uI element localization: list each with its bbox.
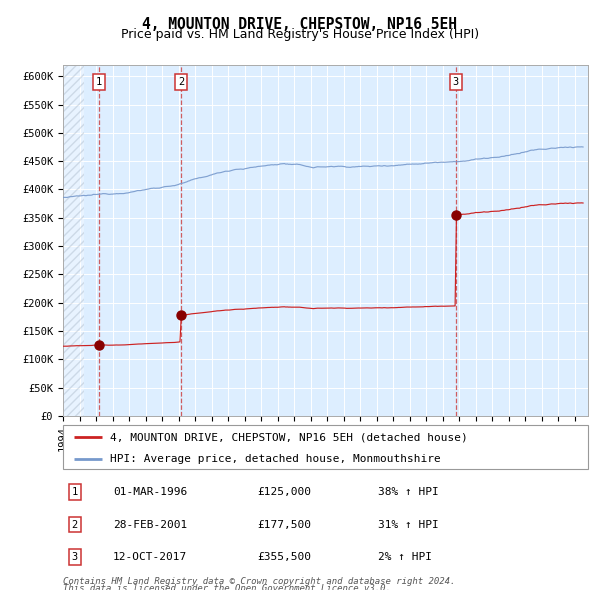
Text: 31% ↑ HPI: 31% ↑ HPI [378,520,439,529]
Text: 38% ↑ HPI: 38% ↑ HPI [378,487,439,497]
Text: 01-MAR-1996: 01-MAR-1996 [113,487,187,497]
Text: 4, MOUNTON DRIVE, CHEPSTOW, NP16 5EH (detached house): 4, MOUNTON DRIVE, CHEPSTOW, NP16 5EH (de… [110,432,468,442]
Text: 2: 2 [71,520,77,529]
Text: 2% ↑ HPI: 2% ↑ HPI [378,552,432,562]
Text: 1: 1 [71,487,77,497]
Text: £177,500: £177,500 [257,520,311,529]
Text: 2: 2 [178,77,184,87]
Text: 1: 1 [96,77,102,87]
Text: £125,000: £125,000 [257,487,311,497]
Text: 4, MOUNTON DRIVE, CHEPSTOW, NP16 5EH: 4, MOUNTON DRIVE, CHEPSTOW, NP16 5EH [143,17,458,31]
FancyBboxPatch shape [63,425,588,469]
Text: HPI: Average price, detached house, Monmouthshire: HPI: Average price, detached house, Monm… [110,454,441,464]
Text: Price paid vs. HM Land Registry's House Price Index (HPI): Price paid vs. HM Land Registry's House … [121,28,479,41]
Text: This data is licensed under the Open Government Licence v3.0.: This data is licensed under the Open Gov… [63,584,391,590]
Text: Contains HM Land Registry data © Crown copyright and database right 2024.: Contains HM Land Registry data © Crown c… [63,577,455,586]
Text: 12-OCT-2017: 12-OCT-2017 [113,552,187,562]
Text: 28-FEB-2001: 28-FEB-2001 [113,520,187,529]
Text: £355,500: £355,500 [257,552,311,562]
Text: 3: 3 [452,77,459,87]
Text: 3: 3 [71,552,77,562]
